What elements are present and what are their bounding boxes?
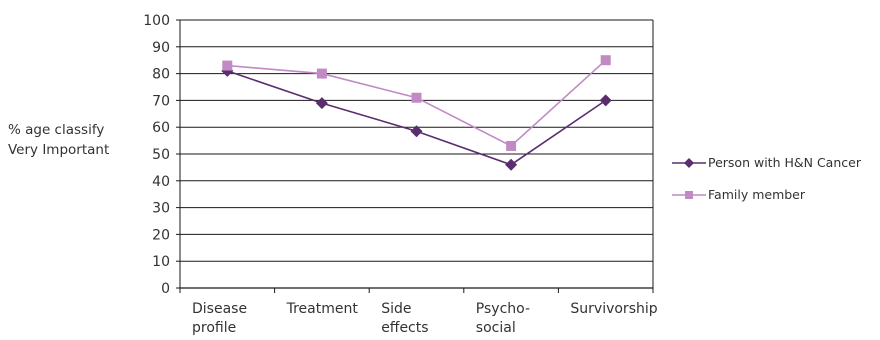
y-tick-label: 90: [152, 40, 170, 56]
data-point-diamond: [505, 158, 518, 171]
x-tick-label: social: [476, 320, 516, 336]
data-point-diamond: [410, 125, 423, 138]
x-tick-label: profile: [192, 320, 236, 336]
legend-label-family: Family member: [708, 187, 806, 202]
x-tick-label: Survivorship: [570, 301, 657, 317]
y-axis-label-line-1: % age classify: [8, 122, 105, 138]
x-tick-label: Side: [381, 301, 411, 317]
y-tick-label: 20: [152, 227, 170, 243]
axes: [176, 19, 654, 293]
x-tick-labels: Disease profile Treatment Side effects Psycho…: [192, 301, 658, 336]
y-axis-label: % age classify Very Important: [8, 120, 158, 160]
square-marker-icon: [672, 191, 706, 199]
x-tick-label: Psycho-: [476, 301, 530, 317]
series-line-0: [227, 70, 607, 166]
y-tick-label: 80: [152, 67, 170, 83]
x-tick-label: Disease: [192, 301, 247, 317]
y-tick-label: 40: [152, 174, 170, 190]
y-tick-label: 70: [152, 93, 170, 109]
data-point-square: [506, 140, 517, 151]
y-tick-label: 30: [152, 201, 170, 217]
gridlines: [180, 19, 653, 262]
x-tick-label: effects: [381, 320, 428, 336]
y-tick-label: 60: [152, 120, 170, 136]
y-tick-label: 0: [161, 281, 170, 297]
legend-label-person: Person with H&N Cancer: [708, 155, 861, 170]
legend-item-family: Family member: [672, 186, 861, 204]
data-series: [221, 55, 612, 171]
y-tick-labels: 0 10 20 30 40 50 60 70 80 90 100: [143, 13, 170, 297]
data-point-square: [316, 68, 327, 79]
y-tick-label: 50: [152, 147, 170, 163]
data-point-square: [222, 60, 233, 71]
y-axis-label-line-2: Very Important: [8, 142, 110, 158]
data-point-square: [411, 92, 422, 103]
data-point-diamond: [599, 94, 612, 107]
data-point-diamond: [315, 97, 328, 110]
legend-item-person: Person with H&N Cancer: [672, 154, 861, 172]
y-tick-label: 10: [152, 254, 170, 270]
legend: Person with H&N Cancer Family member: [672, 154, 861, 218]
data-point-square: [600, 55, 611, 66]
diamond-marker-icon: [672, 158, 706, 168]
x-tick-label: Treatment: [286, 301, 359, 317]
y-tick-label: 100: [143, 13, 170, 29]
